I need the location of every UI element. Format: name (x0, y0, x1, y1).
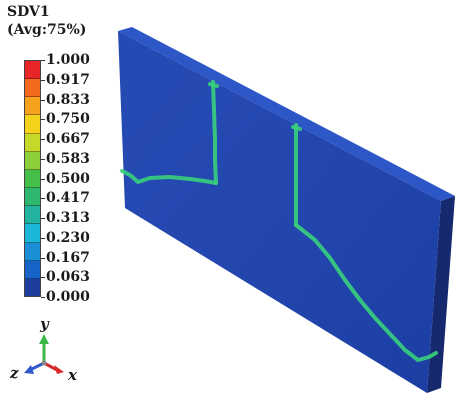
legend-tick-label: 0.917 (46, 71, 90, 88)
legend-tick-mark (41, 79, 45, 81)
x-axis-label: x (68, 366, 77, 384)
slab-side-face (427, 196, 455, 393)
legend-averaging-label: (Avg:75%) (7, 22, 87, 38)
legend-tick-mark (41, 237, 45, 239)
z-axis-arrowhead (24, 365, 34, 374)
colorbar-band (25, 61, 40, 80)
z-axis-label: z (10, 364, 19, 382)
legend-tick-mark (41, 139, 45, 140)
colorbar-band (25, 278, 40, 297)
legend-tick-mark (41, 178, 45, 180)
colorbar-band (25, 242, 40, 261)
colorbar-band (25, 97, 40, 116)
legend-tick-label: 0.583 (46, 150, 90, 167)
legend-tick-label: 0.000 (46, 289, 90, 305)
crack-right-diagonal (294, 223, 438, 362)
legend-tick-mark (41, 257, 45, 259)
legend-colorbar (24, 60, 41, 297)
legend-tick-label: 0.750 (46, 111, 90, 128)
crack-left-vertical (211, 80, 218, 185)
legend-tick-mark (41, 218, 45, 219)
y-axis-label: y (40, 315, 49, 333)
legend-tick-label: 1.000 (46, 52, 90, 68)
legend-tick-label: 0.063 (46, 269, 90, 286)
legend-tick-label: 0.230 (46, 229, 90, 246)
legend-tick-label: 0.833 (46, 91, 90, 108)
y-axis-arrowhead (39, 334, 49, 344)
legend-tick-mark (41, 99, 45, 101)
legend-tick-label: 0.167 (46, 249, 90, 266)
colorbar-band (25, 260, 40, 279)
legend-tick-mark (41, 277, 45, 279)
colorbar-band (25, 151, 40, 170)
legend-tick-mark (41, 158, 45, 160)
colorbar-band (25, 79, 40, 98)
x-axis-arrowhead (54, 365, 64, 374)
colorbar-band (25, 115, 40, 134)
legend-tick-mark (41, 119, 45, 121)
crack-top-notch-left (208, 82, 219, 88)
triad-origin (41, 360, 47, 366)
crack-top-notch-right (291, 125, 302, 131)
legend-tick-label: 0.667 (46, 131, 90, 147)
legend-tick-mark (41, 198, 45, 200)
crack-left-horizontal (120, 169, 218, 185)
colorbar-band (25, 224, 40, 243)
slab-top-face (118, 27, 455, 201)
legend-tick-label: 0.313 (46, 210, 90, 226)
colorbar-band (25, 188, 40, 207)
legend-tick-label: 0.417 (46, 190, 90, 207)
colorbar-band (25, 133, 40, 152)
legend-variable-title: SDV1 (7, 4, 50, 20)
colorbar-band (25, 169, 40, 189)
z-axis-arrow (29, 361, 45, 372)
legend-tick-label: 0.500 (46, 170, 90, 187)
legend-tick-mark (41, 60, 45, 61)
legend-tick-mark (41, 297, 45, 298)
colorbar-band (25, 206, 40, 225)
